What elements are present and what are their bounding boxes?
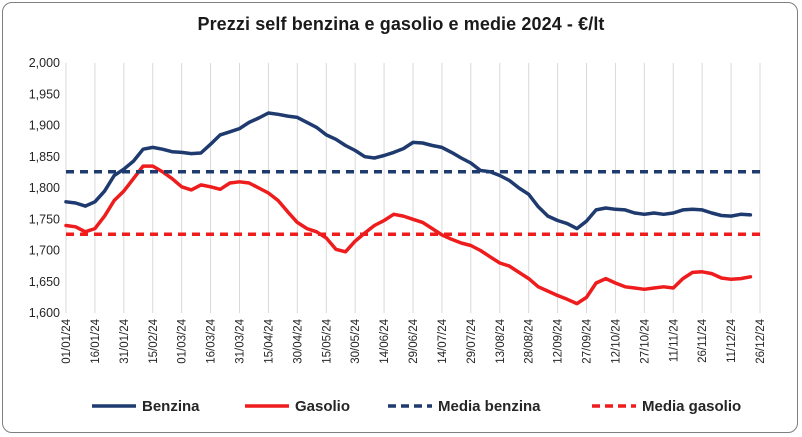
- chart-frame: [2, 2, 798, 433]
- y-tick-label: 1,950: [29, 87, 60, 101]
- y-tick-label: 1,900: [29, 119, 60, 133]
- y-tick-label: 1,700: [29, 244, 60, 258]
- x-tick-label: 11/11/24: [668, 318, 680, 362]
- y-tick-label: 1,600: [29, 306, 60, 320]
- chart-title: Prezzi self benzina e gasolio e medie 20…: [197, 14, 605, 34]
- y-tick-label: 1,850: [29, 150, 60, 164]
- x-tick-label: 15/04/24: [263, 318, 275, 363]
- x-tick-label: 31/03/24: [235, 318, 247, 363]
- x-tick-label: 01/01/24: [61, 318, 73, 363]
- x-tick-label: 30/05/24: [350, 318, 362, 363]
- x-tick-label: 12/09/24: [553, 318, 565, 363]
- x-tick-label: 27/09/24: [582, 318, 594, 363]
- x-tick-label: 31/01/24: [119, 318, 131, 363]
- x-tick-label: 15/02/24: [148, 318, 160, 363]
- grid-lines: [65, 63, 761, 313]
- x-tick-label: 26/12/24: [755, 318, 767, 363]
- x-axis-ticks: 01/01/24 16/01/24 31/01/24 15/02/24 01/03/24…: [61, 318, 767, 363]
- legend-label: Gasolio: [295, 398, 350, 415]
- x-tick-label: 11/12/24: [726, 318, 738, 363]
- series-line-gasolio: [64, 164, 753, 306]
- y-tick-label: 2,000: [29, 56, 60, 70]
- legend-label: Media gasolio: [642, 398, 741, 415]
- x-tick-label: 15/05/24: [321, 318, 333, 363]
- y-tick-label: 1,650: [29, 275, 60, 289]
- series-line-benzina: [64, 111, 753, 231]
- x-tick-label: 12/10/24: [610, 318, 622, 363]
- x-tick-label: 16/01/24: [90, 318, 102, 363]
- x-tick-label: 30/04/24: [292, 318, 304, 363]
- x-tick-label: 14/07/24: [437, 318, 449, 363]
- x-tick-label: 16/03/24: [206, 318, 218, 363]
- x-tick-label: 13/08/24: [495, 318, 507, 363]
- x-tick-label: 14/06/24: [379, 318, 391, 363]
- x-tick-label: 29/06/24: [408, 318, 420, 363]
- x-tick-label: 29/07/24: [466, 318, 478, 363]
- legend-label: Media benzina: [438, 398, 541, 415]
- x-tick-label: 28/08/24: [524, 318, 536, 363]
- y-tick-label: 1,800: [29, 181, 60, 195]
- y-tick-label: 1,750: [29, 212, 60, 226]
- x-tick-label: 26/11/24: [697, 318, 709, 363]
- x-tick-label: 01/03/24: [177, 318, 189, 363]
- x-tick-label: 27/10/24: [639, 318, 651, 363]
- series-lines: [64, 111, 760, 306]
- legend-label: Benzina: [142, 398, 200, 415]
- legend: Benzina Gasolio Media benzina Media gasolio: [92, 398, 741, 415]
- y-axis-ticks: 2,000 1,950 1,900 1,850 1,800 1,750 1,700 1,650…: [29, 56, 60, 320]
